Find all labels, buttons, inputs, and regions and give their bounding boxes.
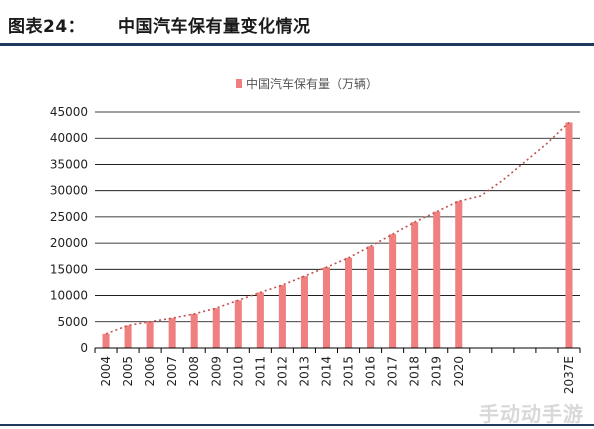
x-tick-label: 2007 (165, 356, 179, 387)
bar (124, 325, 132, 348)
y-tick-label: 25000 (50, 210, 88, 224)
top-rule (0, 43, 594, 46)
bar (234, 300, 242, 348)
bar (565, 122, 573, 348)
bar (300, 276, 308, 348)
bar (278, 285, 286, 348)
bar (146, 321, 154, 348)
y-tick-label: 0 (80, 341, 88, 355)
bottom-rule (0, 424, 594, 426)
bar (411, 222, 419, 348)
x-tick-label: 2020 (452, 356, 466, 387)
legend-swatch (236, 79, 242, 88)
x-tick-label: 2009 (209, 356, 223, 387)
y-tick-label: 45000 (50, 105, 88, 119)
x-tick-label: 2016 (364, 356, 378, 387)
x-tick-label: 2017 (386, 356, 400, 387)
y-tick-label: 40000 (50, 131, 88, 145)
bar (389, 234, 397, 348)
y-tick-label: 20000 (50, 236, 88, 250)
x-tick-label: 2011 (253, 356, 267, 387)
bar (344, 257, 353, 348)
x-tick-label: 2014 (319, 356, 333, 387)
grid (95, 111, 580, 349)
chart-area: 0 5000 10000 15000 20000 25000 30000 35000 40000… (50, 76, 581, 394)
bars (102, 122, 573, 348)
x-tick-label: 2037E (562, 356, 576, 394)
x-tick-label: 2005 (121, 356, 135, 387)
bar (102, 333, 110, 348)
x-tick-label: 2015 (342, 356, 356, 387)
x-tick-label: 2013 (297, 356, 311, 387)
figure-label: 图表24： (8, 17, 86, 37)
y-tick-label: 30000 (50, 184, 88, 198)
y-tick-label: 15000 (50, 262, 88, 276)
legend: 中国汽车保有量（万辆） (236, 76, 378, 91)
figure-header: 图表24： 中国汽车保有量变化情况 (0, 0, 594, 44)
axes: 0 5000 10000 15000 20000 25000 30000 35000 40000… (50, 105, 581, 394)
bar (256, 292, 264, 348)
trend-polyline (105, 121, 570, 335)
legend-label: 中国汽车保有量（万辆） (246, 76, 378, 91)
y-tick-label: 35000 (50, 157, 88, 171)
x-tick-label: 2019 (430, 356, 444, 387)
y-tick-label: 10000 (50, 289, 88, 303)
bar (455, 201, 463, 348)
x-tick-label: 2006 (143, 356, 157, 387)
bar (433, 211, 441, 348)
x-tick-label: 2008 (187, 356, 201, 387)
bar (322, 267, 331, 348)
chart-title: 中国汽车保有量变化情况 (118, 17, 311, 37)
watermark: 手动动手游 (479, 402, 584, 426)
bar (212, 308, 220, 348)
bar (168, 318, 176, 348)
x-tick-label: 2004 (99, 356, 113, 387)
x-tick-label: 2012 (275, 356, 289, 387)
bar (367, 246, 375, 348)
bar (190, 313, 198, 348)
y-tick-label: 5000 (57, 315, 88, 329)
trend-line (105, 121, 570, 335)
x-tick-label: 2018 (408, 356, 422, 387)
x-tick-label: 2010 (231, 356, 245, 387)
